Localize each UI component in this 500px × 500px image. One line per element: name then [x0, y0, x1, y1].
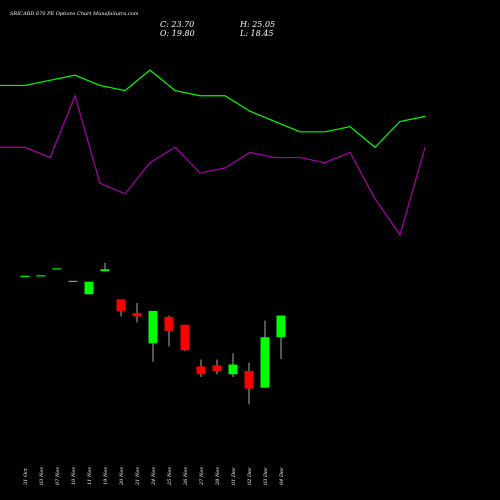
- x-tick-label: 19 Nov: [103, 467, 109, 485]
- x-tick-label: 01 Dec: [231, 467, 237, 485]
- candle-body: [116, 299, 126, 311]
- candle-body: [196, 366, 206, 375]
- x-tick-label: 26 Nov: [183, 467, 189, 486]
- candle-body: [260, 337, 270, 388]
- high-label: H: 25.05: [239, 20, 275, 29]
- candle-body: [84, 281, 94, 295]
- candle-body: [164, 316, 174, 331]
- overlay-lines: [0, 69, 426, 237]
- candle-body: [212, 365, 222, 371]
- candle-body: [276, 315, 286, 338]
- x-tick-label: 02 Dec: [247, 467, 253, 485]
- x-tick-label: 10 Nov: [71, 467, 77, 485]
- candle-body: [52, 268, 62, 270]
- close-label: C: 23.70: [160, 20, 194, 29]
- green-overlay-line: [0, 69, 426, 149]
- x-tick-label: 20 Nov: [119, 467, 125, 486]
- candle-body: [36, 275, 46, 277]
- x-axis-ticks: 31 Oct 03 Nov 07 Nov 10 Nov 11 Nov 19 Nov 20 N…: [23, 467, 285, 486]
- x-tick-label: 28 Nov: [215, 467, 221, 486]
- x-tick-label: 07 Nov: [55, 467, 61, 485]
- x-tick-label: 24 Nov: [151, 467, 157, 486]
- candle-body: [100, 269, 110, 272]
- candles-group: [20, 262, 286, 405]
- x-tick-label: 03 Dec: [263, 467, 269, 485]
- x-tick-label: 31 Oct: [23, 467, 29, 485]
- candle-body: [228, 364, 238, 375]
- magenta-overlay-line: [0, 93, 426, 237]
- x-tick-label: 21 Nov: [135, 467, 141, 486]
- chart-title: SRICARD 670 PE Options Chart MunafaSutra…: [10, 11, 139, 17]
- x-tick-label: 03 Nov: [39, 467, 45, 485]
- x-tick-label: 11 Nov: [87, 467, 93, 485]
- candle-body: [20, 275, 30, 277]
- x-tick-label: 25 Nov: [167, 467, 173, 486]
- x-tick-label: 27 Nov: [199, 467, 205, 486]
- candle-body: [68, 280, 78, 283]
- candle-body: [244, 371, 254, 389]
- low-label: L: 18.45: [239, 29, 273, 38]
- candle-body: [148, 310, 158, 344]
- candle-body: [180, 324, 190, 351]
- candle-body: [132, 313, 142, 317]
- open-label: O: 19.80: [160, 29, 195, 38]
- x-tick-label: 04 Dec: [279, 467, 285, 485]
